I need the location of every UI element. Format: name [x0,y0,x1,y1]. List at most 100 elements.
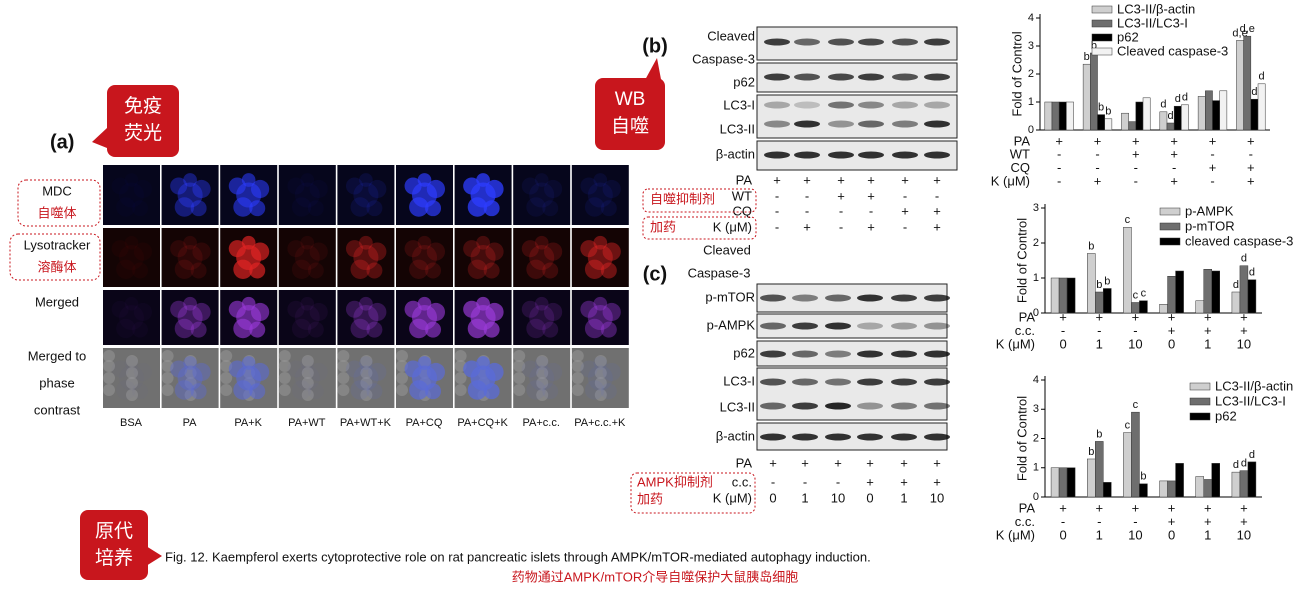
fluorescence [192,302,211,322]
legend-swatch [1159,222,1181,231]
fluorescence [287,300,305,318]
column-label: PA+c.c.+K [574,417,626,429]
blot-band [924,151,950,159]
fluorescence [183,235,197,250]
legend-label: LC3-II/β-actin [1215,378,1293,393]
significance-label: d,e [1240,23,1255,35]
column-label: PA [183,417,198,429]
blot-band [764,120,790,128]
bar [1103,288,1112,314]
fluorescence [368,362,387,382]
panel-label: (c) [643,263,667,285]
fluorescence [526,318,546,339]
legend-swatch [1091,19,1113,28]
y-tick-label: 0 [1033,491,1039,503]
fluorescence [118,244,145,271]
fluorescence [249,200,266,217]
fluorescence [417,356,432,370]
blot-label: Caspase-3 [688,265,751,280]
condition-value: + [1209,133,1217,148]
fluorescence [600,200,617,217]
cell-texture [513,372,526,384]
significance-label: c [1133,289,1139,301]
cell-texture [594,389,607,401]
condition-value: + [801,455,809,470]
fluorescence [359,296,373,311]
fluorescence [287,177,305,195]
bar [1058,277,1068,314]
annotation-box [9,233,101,281]
condition-value: 0 [866,490,873,505]
bar [1195,476,1204,498]
condition-value: - [1057,147,1061,162]
condition-label: PA [1019,309,1036,324]
cell-texture [301,367,314,379]
blot-band [891,433,917,441]
fluorescence [463,360,481,378]
micrograph-tile [103,228,160,287]
fluorescence [426,242,446,261]
blot-band [891,350,917,358]
blot-band [924,73,950,81]
significance-label: d [1249,267,1255,279]
bar [1142,97,1151,131]
fluorescence [467,380,488,400]
significance-label: d [1175,93,1181,105]
cell-texture [126,355,138,367]
significance-label: c [1125,420,1131,432]
fluorescence [190,262,207,279]
fluorescence [291,197,312,217]
fluorescence [190,200,207,217]
blot-band [794,120,820,128]
bar [1239,265,1249,314]
cell-texture [184,377,197,389]
micrograph-tile [571,290,629,345]
blot-band [857,294,883,302]
condition-value: + [769,455,777,470]
condition-value: + [1247,160,1255,175]
condition-value: + [867,188,875,203]
fluorescence [233,318,253,339]
fluorescence [580,300,598,318]
fluorescence [534,173,549,187]
fluorescence [463,300,481,318]
blot-band [828,73,854,81]
cell-texture [594,355,607,367]
fluorescence [132,322,148,338]
fluorescence [174,380,195,400]
fluorescence [580,177,598,195]
condition-value: + [933,455,941,470]
fluorescence [584,259,605,279]
significance-label: c [1125,214,1131,226]
fluorescence [359,356,373,370]
condition-value: - [836,474,840,489]
fluorescence [249,383,266,400]
fluorescence [543,242,563,261]
condition-value: + [1095,500,1103,515]
micrograph-tile [513,290,571,345]
bar [1211,463,1220,498]
fluorescence [476,356,490,370]
panel-label: (b) [642,35,668,57]
bar [1123,227,1132,314]
condition-value: 1 [801,490,808,505]
blot-band [892,151,918,159]
condition-value: + [1132,309,1140,324]
legend-swatch [1091,33,1113,42]
blot-band [857,433,883,441]
y-axis-label: Fold of Control [1009,31,1024,116]
row-label: phase [39,375,74,390]
fluorescence [345,240,364,258]
condition-value: + [933,219,941,234]
blot-frame [756,140,958,171]
fluorescence [350,380,370,400]
bar [1121,112,1129,131]
bar [1203,269,1212,314]
annotation: 加药 [650,219,676,234]
significance-label: d [1251,86,1257,98]
micrograph-tile [337,165,395,225]
cell-texture [536,367,549,379]
bar [1166,122,1175,131]
fluorescence [300,356,315,370]
fluorescence [426,302,446,322]
